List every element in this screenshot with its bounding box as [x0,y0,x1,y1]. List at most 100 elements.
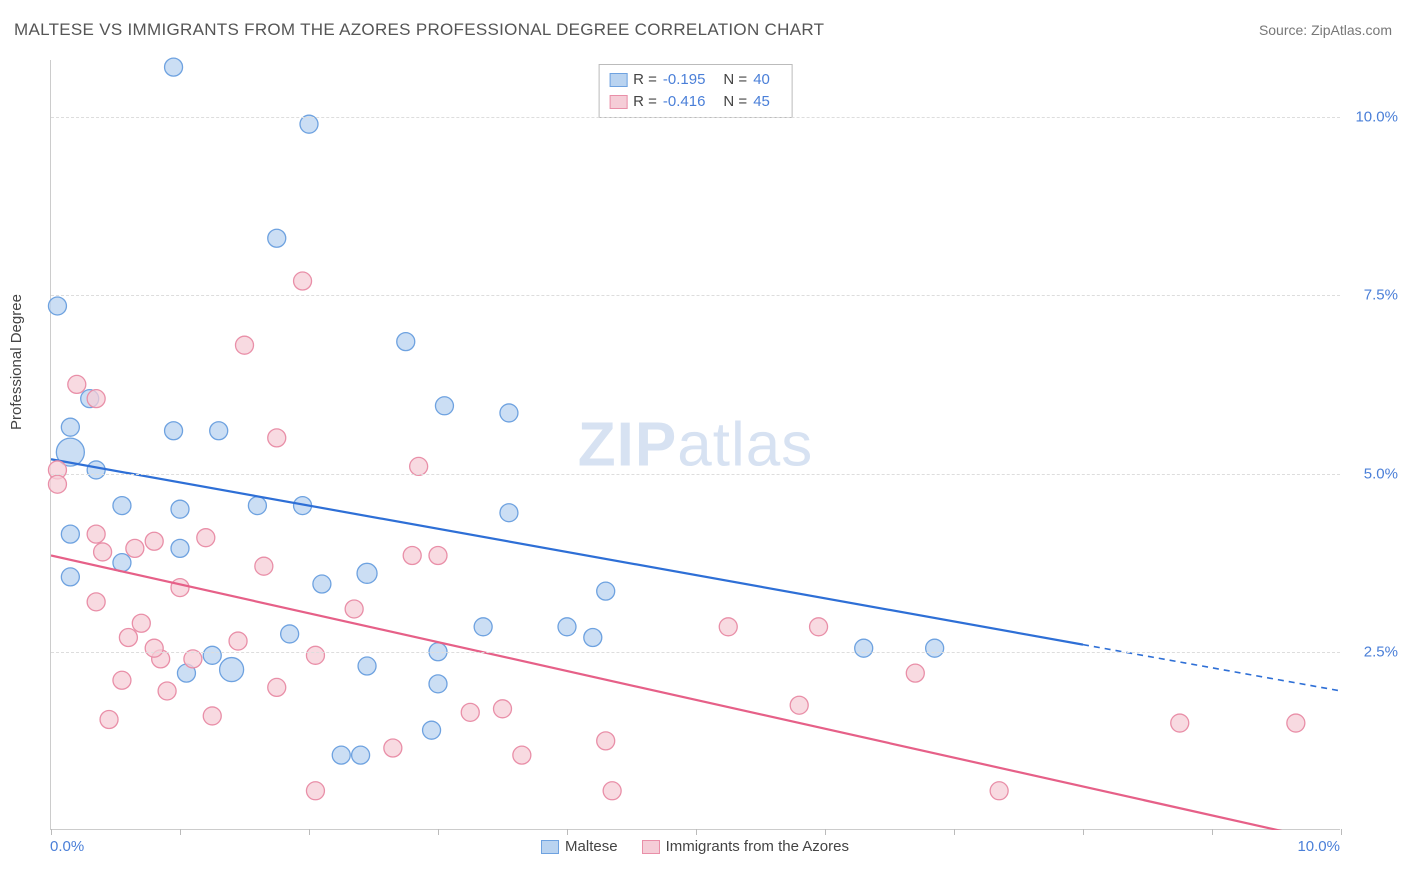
data-point-maltese [87,461,105,479]
data-point-azores [203,707,221,725]
n-label: N = [723,91,747,113]
data-point-maltese [171,539,189,557]
data-point-azores [345,600,363,618]
data-point-azores [68,375,86,393]
data-point-maltese [268,229,286,247]
data-point-azores [1287,714,1305,732]
data-point-azores [158,682,176,700]
data-point-azores [603,782,621,800]
data-point-azores [719,618,737,636]
data-point-azores [268,678,286,696]
x-tick [51,829,52,835]
data-point-azores [294,272,312,290]
data-point-maltese [500,504,518,522]
x-tick [438,829,439,835]
data-point-azores [810,618,828,636]
data-point-maltese [435,397,453,415]
y-tick-label: 7.5% [1364,287,1398,304]
data-point-azores [306,646,324,664]
x-tick [180,829,181,835]
data-point-azores [513,746,531,764]
series-legend-item-azores: Immigrants from the Azores [642,838,849,855]
r-value: -0.416 [663,91,706,113]
data-point-azores [461,703,479,721]
series-legend: Maltese Immigrants from the Azores [50,838,1340,855]
data-point-azores [145,532,163,550]
chart-header: MALTESE VS IMMIGRANTS FROM THE AZORES PR… [14,20,1392,40]
data-point-azores [171,579,189,597]
data-point-maltese [397,333,415,351]
data-point-maltese [584,629,602,647]
data-point-maltese [352,746,370,764]
data-point-azores [87,390,105,408]
data-point-maltese [248,497,266,515]
trend-line-maltese [51,459,1083,644]
chart-svg [51,60,1340,829]
y-tick-label: 2.5% [1364,643,1398,660]
n-label: N = [723,69,747,91]
data-point-maltese [281,625,299,643]
gridline [51,474,1340,475]
data-point-azores [87,525,105,543]
data-point-azores [119,629,137,647]
data-point-maltese [357,563,377,583]
data-point-azores [94,543,112,561]
data-point-maltese [855,639,873,657]
legend-swatch-azores [609,95,627,109]
chart-title: MALTESE VS IMMIGRANTS FROM THE AZORES PR… [14,20,824,40]
data-point-maltese [48,297,66,315]
data-point-maltese [423,721,441,739]
data-point-azores [126,539,144,557]
data-point-azores [1171,714,1189,732]
n-value: 45 [753,91,770,113]
series-label: Maltese [565,838,618,855]
data-point-azores [87,593,105,611]
series-swatch-maltese [541,840,559,854]
r-label: R = [633,69,657,91]
legend-row-azores: R = -0.416 N = 45 [609,91,782,113]
data-point-maltese [165,422,183,440]
data-point-maltese [113,497,131,515]
x-tick [567,829,568,835]
x-tick [1341,829,1342,835]
data-point-azores [236,336,254,354]
legend-swatch-maltese [609,73,627,87]
x-tick [1083,829,1084,835]
y-tick-label: 10.0% [1355,109,1398,126]
data-point-maltese [165,58,183,76]
data-point-maltese [926,639,944,657]
data-point-azores [384,739,402,757]
data-point-azores [306,782,324,800]
data-point-maltese [500,404,518,422]
data-point-maltese [558,618,576,636]
n-value: 40 [753,69,770,91]
source-attribution: Source: ZipAtlas.com [1259,22,1392,38]
series-swatch-azores [642,840,660,854]
gridline [51,117,1340,118]
data-point-azores [113,671,131,689]
data-point-azores [229,632,247,650]
data-point-maltese [171,500,189,518]
data-point-maltese [429,675,447,693]
x-tick [1212,829,1213,835]
data-point-maltese [220,658,244,682]
data-point-maltese [358,657,376,675]
data-point-azores [255,557,273,575]
x-tick [309,829,310,835]
data-point-azores [197,529,215,547]
data-point-maltese [210,422,228,440]
y-axis-label: Professional Degree [8,294,25,430]
data-point-maltese [61,568,79,586]
r-label: R = [633,91,657,113]
data-point-azores [48,475,66,493]
plot-area: ZIPatlas R =-0.195N =40R =-0.416N =45 2.… [50,60,1340,830]
data-point-maltese [203,646,221,664]
correlation-legend: R =-0.195N =40R =-0.416N =45 [598,64,793,118]
data-point-maltese [597,582,615,600]
x-tick [954,829,955,835]
data-point-azores [790,696,808,714]
data-point-maltese [313,575,331,593]
x-tick [696,829,697,835]
data-point-azores [403,547,421,565]
series-label: Immigrants from the Azores [666,838,849,855]
